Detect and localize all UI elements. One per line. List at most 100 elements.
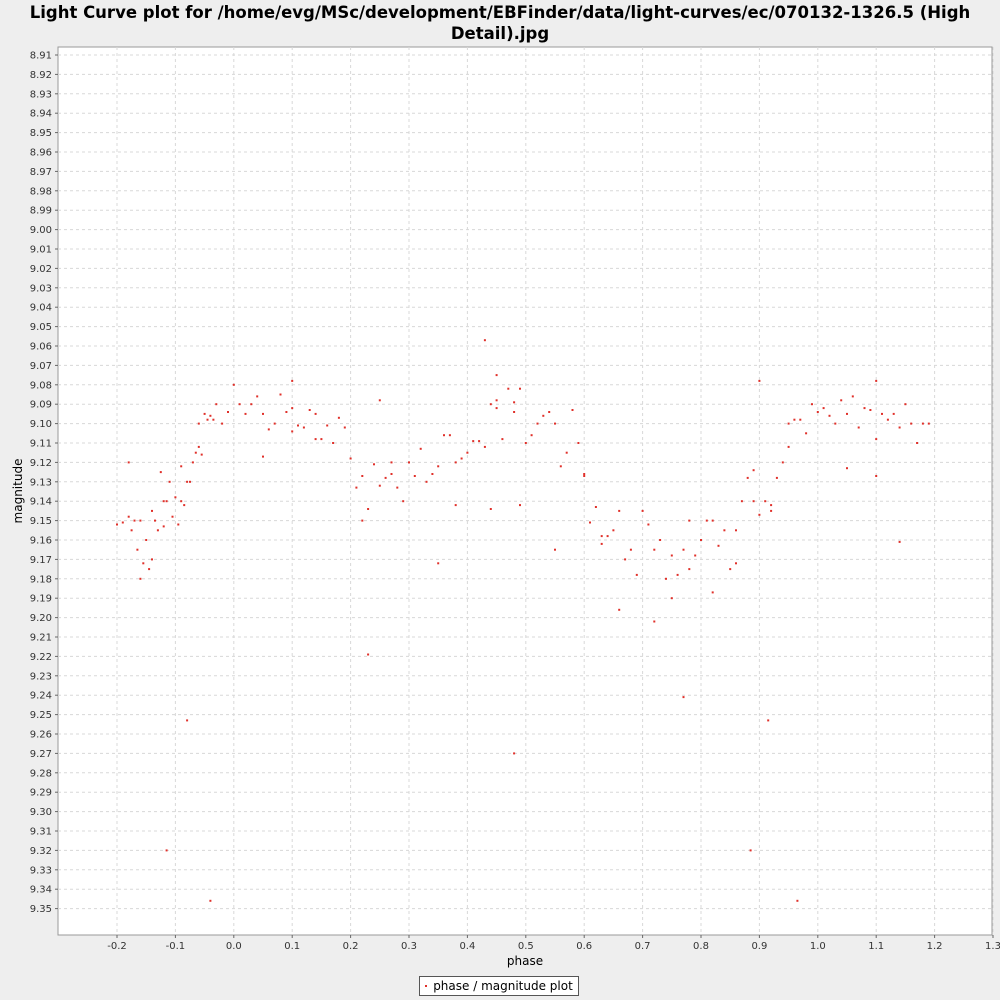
data-point <box>740 500 743 503</box>
data-point <box>554 422 556 425</box>
data-point <box>886 418 889 421</box>
data-point <box>478 440 481 443</box>
data-point <box>530 434 533 437</box>
data-point <box>688 568 691 571</box>
data-point <box>130 529 133 532</box>
y-tick-label: 9.31 <box>30 827 52 838</box>
data-point <box>209 899 212 902</box>
data-point <box>653 548 656 551</box>
data-point <box>840 399 843 402</box>
data-point <box>180 465 183 468</box>
data-point <box>378 399 381 402</box>
data-point <box>711 519 714 522</box>
x-tick-label: 0.8 <box>693 941 709 952</box>
data-point <box>846 467 848 470</box>
y-tick-label: 9.06 <box>30 342 52 353</box>
data-point <box>203 412 206 415</box>
data-point <box>437 562 440 565</box>
data-point <box>682 696 685 699</box>
data-point <box>811 403 813 406</box>
data-point <box>361 519 364 522</box>
data-point <box>209 414 212 417</box>
y-tick-label: 9.00 <box>30 225 52 236</box>
data-point <box>297 424 299 427</box>
x-axis-ticks: -0.2 -0.1 0.0 0.1 0.2 0.3 0.4 0.5 0.6 0.7 0.8 0.9 1.… <box>107 935 1000 952</box>
y-tick-label: 8.93 <box>30 89 52 100</box>
data-point <box>189 480 191 483</box>
data-point <box>816 411 819 413</box>
data-point <box>594 506 597 508</box>
y-tick-label: 9.08 <box>30 380 52 391</box>
data-point <box>624 558 627 561</box>
data-point <box>589 521 591 524</box>
data-point <box>337 416 340 419</box>
y-tick-label: 9.10 <box>30 419 52 430</box>
data-point <box>898 426 901 429</box>
data-point <box>729 568 732 571</box>
data-point <box>735 562 737 565</box>
y-tick-label: 9.25 <box>30 710 52 721</box>
x-tick-label: 0.0 <box>226 941 242 952</box>
data-point <box>898 540 901 543</box>
data-point <box>501 438 504 441</box>
data-point <box>212 418 215 421</box>
y-axis-label: magnitude <box>11 459 25 524</box>
data-point <box>700 539 702 541</box>
data-point <box>641 509 644 512</box>
y-tick-label: 9.33 <box>30 865 52 876</box>
data-point <box>197 445 200 448</box>
y-tick-label: 9.17 <box>30 555 52 566</box>
data-point <box>343 426 346 429</box>
x-tick-label: -0.2 <box>107 941 127 952</box>
data-point <box>618 509 621 512</box>
legend-marker-icon <box>425 985 428 987</box>
data-point <box>577 442 580 444</box>
y-tick-label: 9.09 <box>30 400 52 411</box>
data-point <box>583 475 586 477</box>
data-point <box>361 475 364 477</box>
data-point <box>367 653 370 656</box>
y-tick-label: 8.92 <box>30 70 52 81</box>
data-point <box>431 473 434 475</box>
data-point <box>154 519 156 522</box>
data-point <box>227 411 229 413</box>
data-point <box>151 558 153 561</box>
y-tick-label: 9.19 <box>30 594 52 605</box>
y-tick-label: 9.12 <box>30 458 52 469</box>
y-tick-label: 9.05 <box>30 322 52 333</box>
data-point <box>162 525 165 528</box>
data-point <box>127 515 130 518</box>
x-tick-label: -0.1 <box>166 941 186 952</box>
data-point <box>215 403 218 406</box>
data-point <box>186 719 189 722</box>
data-point <box>378 484 381 487</box>
data-point <box>717 544 720 547</box>
data-point <box>197 422 200 425</box>
data-point <box>869 409 872 411</box>
y-tick-label: 9.24 <box>30 691 52 702</box>
data-point <box>752 469 755 472</box>
data-point <box>805 432 808 435</box>
data-point <box>618 608 621 611</box>
data-point <box>799 418 802 421</box>
data-point <box>670 597 673 600</box>
data-point <box>454 504 457 507</box>
data-point <box>495 407 498 410</box>
data-point <box>752 500 755 503</box>
data-point <box>659 539 662 541</box>
legend: phase / magnitude plot <box>419 976 579 996</box>
data-point <box>796 899 799 902</box>
data-point <box>857 426 860 429</box>
data-point <box>183 504 186 507</box>
data-point <box>483 445 486 448</box>
data-point <box>238 403 241 406</box>
y-tick-label: 9.21 <box>30 633 52 644</box>
y-tick-label: 8.98 <box>30 186 52 197</box>
data-point <box>676 573 679 576</box>
data-point <box>159 471 162 474</box>
data-point <box>495 374 498 377</box>
data-point <box>647 523 650 526</box>
data-point <box>408 461 410 464</box>
data-point <box>244 412 247 415</box>
data-point <box>367 508 370 510</box>
